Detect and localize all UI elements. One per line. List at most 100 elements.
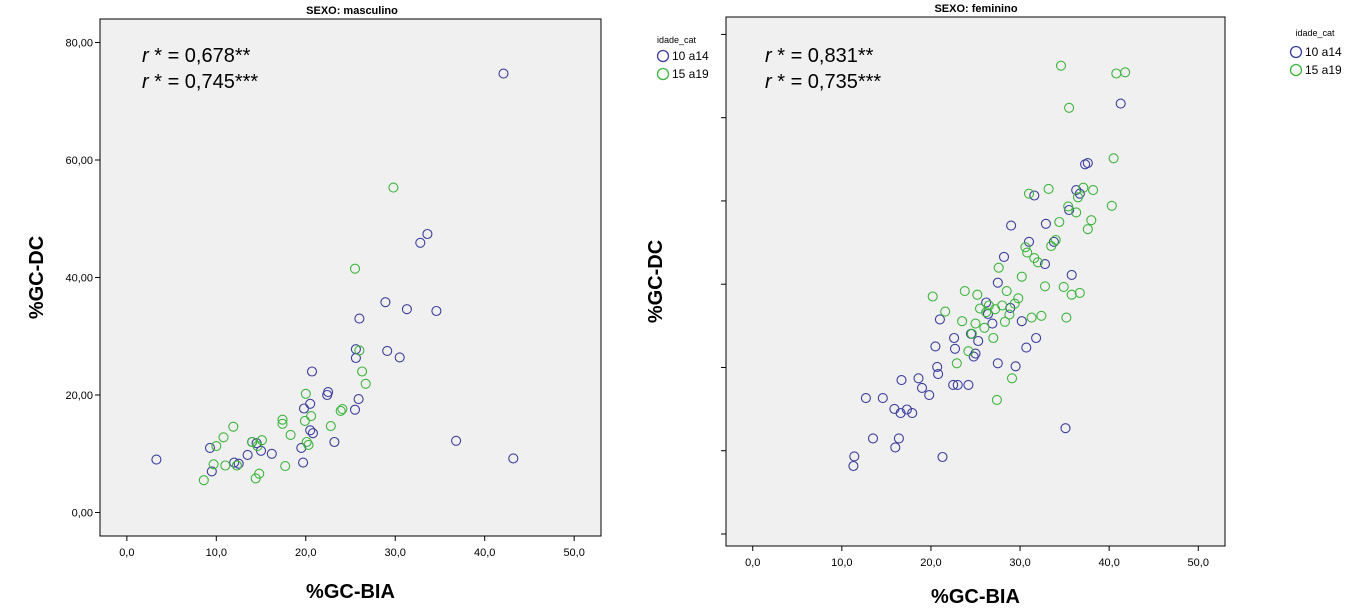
scatter-point [325, 421, 336, 432]
scatter-point [1063, 201, 1074, 212]
scatter-point [993, 262, 1004, 273]
scatter-point [1066, 289, 1077, 300]
scatter-point [949, 332, 960, 344]
scatter-point [229, 457, 240, 468]
scatter-point [992, 358, 1003, 369]
scatter-point [959, 286, 970, 297]
scatter-point [357, 366, 368, 377]
scatter-point [848, 460, 859, 472]
y-tick-label: 20,00 [65, 390, 93, 402]
scatter-point [963, 346, 974, 357]
scatter-point [1039, 259, 1051, 270]
scatter-point [1071, 207, 1082, 218]
scatter-point [890, 442, 901, 453]
scatter-point [1108, 153, 1119, 164]
legend-right: idade_cat 10 a14 15 a19 [1289, 28, 1342, 77]
scatter-point [1006, 220, 1017, 231]
scatter-point [933, 369, 944, 380]
scatter-point [380, 297, 391, 308]
scatter-point [431, 305, 442, 317]
scatter-point [1086, 215, 1097, 226]
scatter-point [1016, 316, 1027, 327]
scatter-point [963, 379, 974, 390]
scatter-point [298, 457, 309, 468]
scatter-point [1106, 200, 1117, 211]
scatter-point [382, 345, 393, 356]
scatter-point [999, 316, 1010, 327]
scatter-point [1006, 373, 1018, 384]
scatter-point [1021, 342, 1032, 353]
x-axis-label: %GC-BIA [931, 586, 1020, 608]
scatter-point [360, 378, 371, 389]
scatter-point [1055, 60, 1067, 71]
scatter-point [415, 237, 426, 248]
scatter-point [498, 68, 509, 79]
scatter-point [1032, 257, 1043, 268]
scatter-point [1082, 224, 1093, 235]
scatter-point [1071, 185, 1082, 196]
scatter-point [981, 307, 992, 318]
scatter-point [1050, 234, 1061, 246]
scatter-point [242, 449, 253, 460]
scatter-point [992, 277, 1003, 288]
scatter-point [451, 435, 462, 446]
scatter-point [335, 405, 346, 416]
scatter-point [893, 433, 904, 444]
scatter-point [305, 425, 316, 436]
scatter-point [337, 404, 348, 415]
y-tick-label: 80,00 [65, 38, 93, 50]
scatter-point [1120, 67, 1131, 78]
scatter-point [973, 335, 984, 347]
scatter-point [1058, 281, 1069, 292]
scatter-point [218, 432, 229, 443]
scatter-point [349, 263, 361, 274]
scatter-point [991, 394, 1002, 405]
scatter-point [867, 433, 879, 444]
scatter-point [1016, 271, 1027, 282]
scatter-point [1054, 216, 1065, 228]
scatter-point [968, 351, 979, 362]
scatter-point [997, 300, 1008, 311]
scatter-point [1036, 310, 1047, 321]
scatter-point [401, 304, 412, 315]
legend-item-label: 15 a19 [672, 67, 709, 81]
y-axis-label: %GC-DC [645, 240, 667, 323]
scatter-point [970, 348, 981, 359]
scatter-point [972, 289, 983, 300]
x-tick-label: 10,0 [206, 547, 227, 559]
x-tick-label: 0,0 [119, 547, 134, 559]
scatter-point [934, 314, 945, 325]
scatter-point [966, 328, 977, 339]
legend-item-label: 15 a19 [1305, 63, 1342, 77]
scatter-point [254, 468, 265, 479]
scatter-point [208, 459, 219, 470]
legend-marker [1289, 45, 1303, 59]
scatter-point [277, 418, 288, 429]
scatter-point [220, 460, 231, 471]
chart-panel-2: SEXO: feminino 0,0 10,0 20,0 30,0 40,0 50,0 %GC… [645, 3, 1226, 608]
scatter-point [949, 343, 961, 354]
scatter-point [1040, 218, 1051, 229]
scatter-point [277, 414, 288, 425]
scatter-point [301, 436, 312, 448]
x-tick-label: 10,0 [831, 557, 852, 569]
scatter-point [849, 451, 860, 462]
scatter-point [303, 439, 314, 450]
scatter-point [1009, 298, 1020, 309]
scatter-point [1064, 102, 1075, 113]
scatter-point [1064, 204, 1075, 216]
scatter-point [987, 318, 998, 329]
scatter-point [1026, 312, 1037, 323]
scatter-point [1060, 423, 1071, 434]
scatter-point [256, 435, 267, 446]
x-tick-label: 40,0 [474, 547, 495, 559]
scatter-point [948, 379, 959, 390]
legend-marker [656, 67, 670, 81]
plot-area [725, 16, 1226, 547]
scatter-point [1061, 312, 1072, 323]
scatter-point [1010, 361, 1021, 372]
scatter-point [231, 460, 242, 471]
scatter-point [1022, 247, 1033, 258]
scatter-point [979, 322, 990, 333]
scatter-point [1115, 98, 1126, 109]
